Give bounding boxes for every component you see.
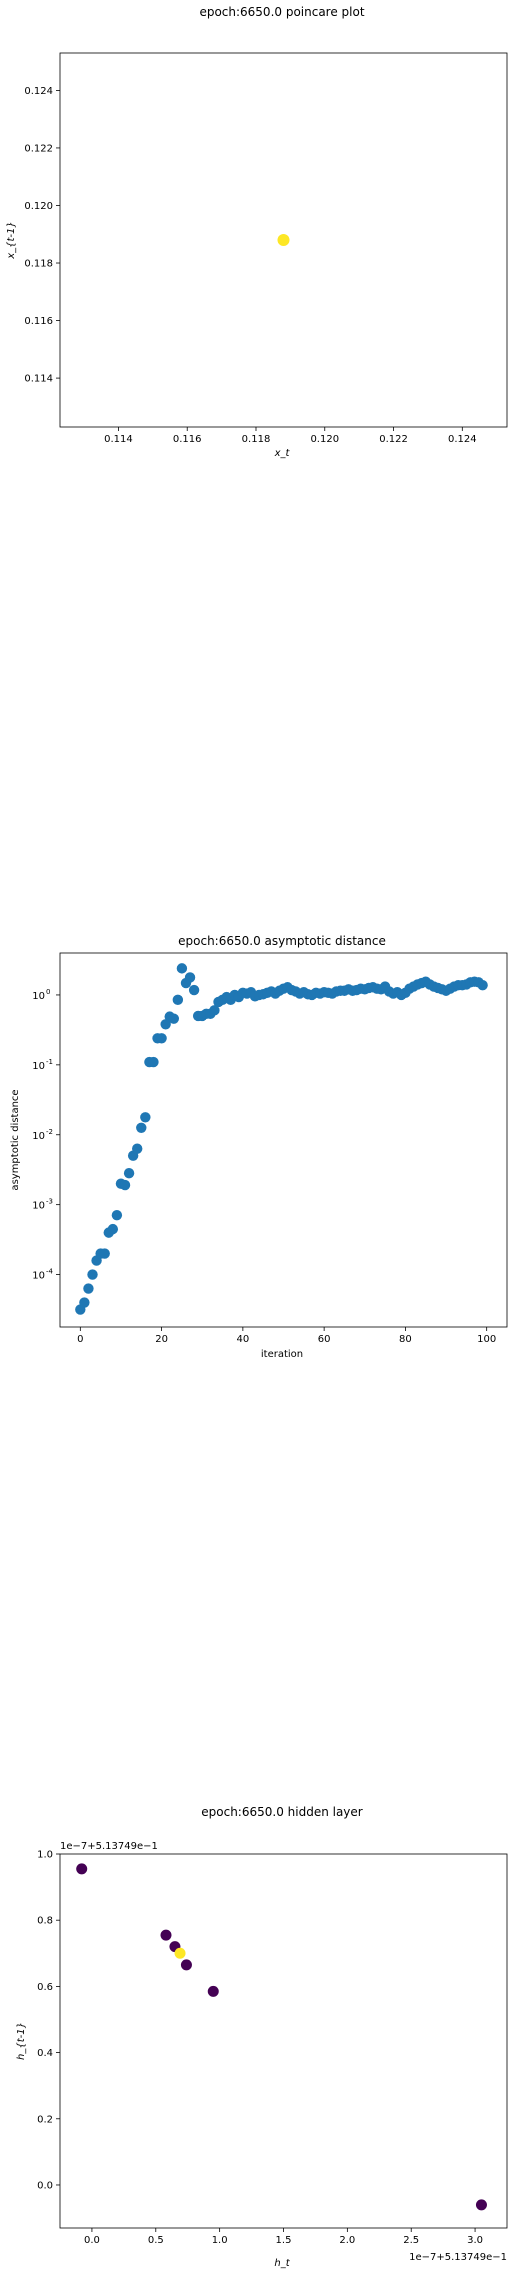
poincare-xtick-label: 0.124 <box>448 434 477 445</box>
hidden-axes <box>59 1853 508 2229</box>
poincare-ylabel: x_{t-1} <box>6 221 17 260</box>
asymptotic-xtick-label: 20 <box>155 1334 168 1345</box>
hidden-point <box>207 1985 219 1997</box>
poincare-xtick-label: 0.122 <box>379 434 408 445</box>
asymptotic-point <box>119 1179 131 1191</box>
asymptotic-point <box>160 1019 171 1030</box>
poincare-ytick-label: 0.116 <box>24 316 53 327</box>
asymptotic-ytick-exponent: -4 <box>46 1268 54 1276</box>
asymptotic-point <box>184 972 196 983</box>
hidden-layer-plot: epoch:6650.0 hidden layer 1e−7+5.13749e−… <box>16 1805 508 2269</box>
hidden-xtick-label: 0.0 <box>84 2235 100 2246</box>
asymptotic-point <box>140 1112 151 1123</box>
asymptotic-axes <box>59 952 508 1328</box>
asymptotic-point <box>172 994 184 1006</box>
asymptotic-point <box>156 1033 167 1044</box>
poincare-ytick-label: 0.122 <box>24 143 53 154</box>
hidden-point <box>174 1947 186 1959</box>
asymptotic-point <box>176 963 188 974</box>
asymptotic-xtick-label: 100 <box>477 1334 496 1345</box>
poincare-xtick-label: 0.120 <box>310 434 339 445</box>
asymptotic-point <box>79 1297 90 1308</box>
asymptotic-xtick-label: 0 <box>77 1334 83 1345</box>
hidden-ytick-label: 1.0 <box>37 1850 53 1861</box>
poincare-plot: epoch:6650.0 poincare plot 0.114 0.116 0.1… <box>6 5 508 459</box>
asymptotic-ytick-exponent: -2 <box>46 1128 53 1136</box>
asymptotic-point <box>111 1209 123 1221</box>
hidden-xtick-label: 1.5 <box>276 2235 292 2246</box>
poincare-axes <box>59 52 508 428</box>
poincare-xtick-label: 0.114 <box>104 434 133 445</box>
asymptotic-xtick-label: 40 <box>236 1334 249 1345</box>
hidden-xlabel: h_t <box>274 2258 290 2269</box>
asymptotic-point <box>132 1143 143 1154</box>
hidden-ytick-label: 0.6 <box>37 1982 53 1993</box>
asymptotic-title: epoch:6650.0 asymptotic distance <box>178 934 386 948</box>
hidden-title: epoch:6650.0 hidden layer <box>201 1805 363 1819</box>
asymptotic-point <box>148 1056 159 1068</box>
asymptotic-xtick-label: 60 <box>318 1334 331 1345</box>
hidden-xtick-label: 2.0 <box>339 2235 355 2246</box>
asymptotic-ytick-exponent: -3 <box>46 1198 53 1206</box>
poincare-xtick-label: 0.116 <box>173 434 202 445</box>
hidden-xtick-label: 2.5 <box>403 2235 419 2246</box>
asymptotic-point <box>123 1168 135 1179</box>
asymptotic-ytick-label: 10 <box>32 1131 45 1142</box>
hidden-point <box>160 1929 172 1941</box>
asymptotic-point <box>477 979 488 991</box>
poincare-ytick-label: 0.114 <box>24 374 53 385</box>
hidden-point <box>76 1863 88 1875</box>
hidden-ytick-label: 0.2 <box>37 2114 53 2125</box>
asymptotic-point <box>107 1223 119 1235</box>
poincare-ytick-label: 0.118 <box>24 259 53 270</box>
poincare-ytick-label: 0.124 <box>24 86 53 97</box>
asymptotic-ytick-label: 10 <box>32 1061 45 1072</box>
poincare-ytick-label: 0.120 <box>24 201 53 212</box>
asymptotic-ytick-exponent: -1 <box>46 1058 53 1066</box>
asymptotic-ytick-label: 10 <box>32 1201 45 1212</box>
asymptotic-ytick-label: 10 <box>32 991 45 1002</box>
poincare-xtick-label: 0.118 <box>242 434 271 445</box>
asymptotic-point <box>168 1013 179 1024</box>
asymptotic-point <box>188 984 200 996</box>
hidden-y-offset-label: 1e−7+5.13749e−1 <box>60 1841 158 1852</box>
hidden-xtick-label: 0.5 <box>148 2235 164 2246</box>
asymptotic-point <box>209 1005 220 1016</box>
asymptotic-xtick-label: 80 <box>399 1334 412 1345</box>
asymptotic-point <box>99 1248 110 1259</box>
poincare-xlabel: x_t <box>274 448 291 459</box>
asymptotic-point <box>87 1269 98 1280</box>
hidden-point <box>475 2199 487 2211</box>
hidden-xtick-label: 1.0 <box>212 2235 228 2246</box>
asymptotic-ylabel: asymptotic distance <box>10 1089 21 1190</box>
poincare-title: epoch:6650.0 poincare plot <box>199 5 364 19</box>
hidden-ylabel: h_{t-1} <box>16 2022 27 2060</box>
poincare-point <box>277 234 290 246</box>
asymptotic-ytick-label: 10 <box>32 1271 45 1282</box>
hidden-ytick-label: 0.0 <box>37 2180 53 2191</box>
asymptotic-ytick-exponent: 0 <box>46 988 50 996</box>
hidden-xtick-label: 3.0 <box>467 2235 483 2246</box>
hidden-point <box>180 1959 192 1971</box>
asymptotic-distance-plot: epoch:6650.0 asymptotic distance 0 20 40 60… <box>10 934 508 1360</box>
asymptotic-point <box>83 1283 94 1294</box>
asymptotic-point <box>136 1122 147 1133</box>
hidden-x-offset-label: 1e−7+5.13749e−1 <box>409 2252 507 2263</box>
asymptotic-xlabel: iteration <box>261 1349 303 1360</box>
hidden-ytick-label: 0.8 <box>37 1916 53 1927</box>
hidden-ytick-label: 0.4 <box>37 2048 53 2059</box>
